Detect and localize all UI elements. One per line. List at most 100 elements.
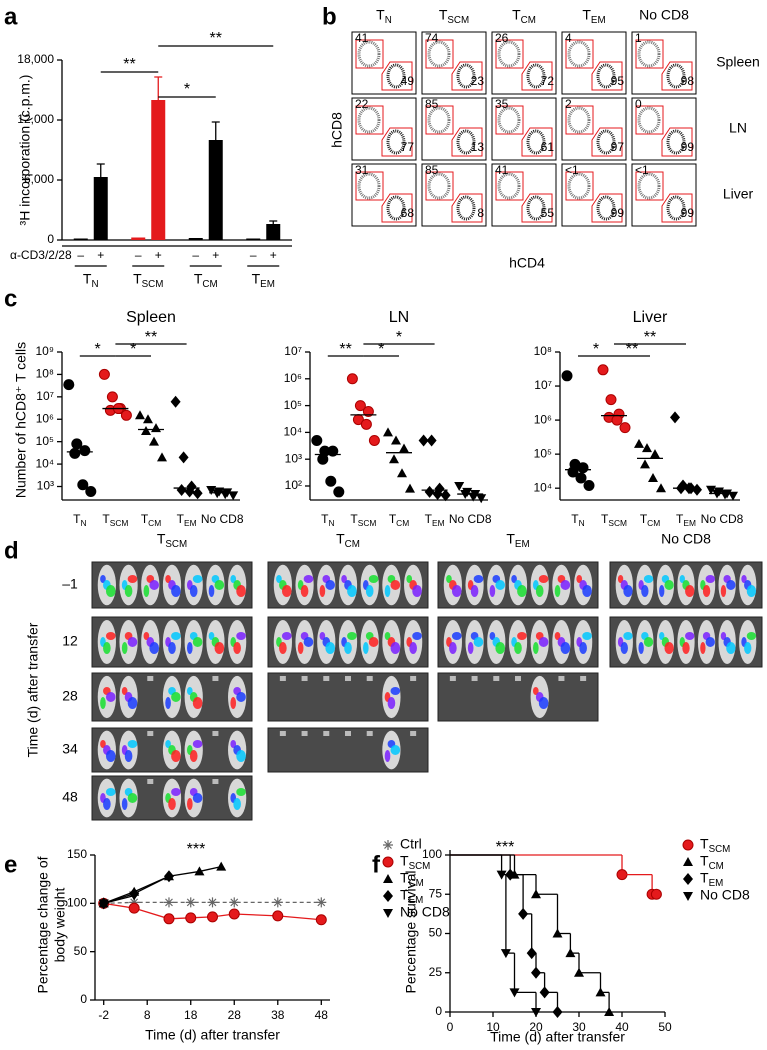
signal (700, 642, 706, 654)
signal (121, 798, 128, 810)
signal (208, 585, 215, 597)
marker (531, 1008, 541, 1017)
panel-letter: d (4, 537, 19, 564)
gate (635, 39, 664, 69)
signal (303, 637, 314, 647)
row-label: –1 (62, 576, 78, 592)
treatment-sign: – (192, 248, 199, 262)
signal (554, 585, 561, 597)
marker (476, 494, 487, 504)
signal (470, 585, 479, 597)
x-tick-label: TCM (194, 271, 218, 290)
signal (744, 642, 752, 654)
signal (741, 575, 747, 583)
gate-value: 99 (681, 140, 695, 154)
marker (206, 485, 217, 495)
signal (233, 642, 241, 654)
y-tick-label: 10⁶ (36, 411, 54, 425)
x-tick-label: No CD8 (201, 512, 244, 526)
signal (127, 697, 138, 709)
marker (163, 897, 174, 908)
x-tick-label: TEM (177, 512, 197, 528)
series-line (103, 901, 322, 904)
signal (297, 642, 304, 654)
gate (521, 61, 553, 91)
signal (746, 585, 757, 597)
population (427, 106, 451, 134)
marker (79, 445, 91, 457)
signal (127, 575, 138, 583)
signal (121, 642, 128, 654)
legend-marker (382, 856, 394, 868)
signal (192, 697, 203, 709)
empty-slot (323, 731, 330, 736)
signal (517, 585, 527, 597)
signal (168, 642, 176, 654)
signal (746, 632, 757, 640)
gate-value: 8 (477, 206, 484, 220)
x-tick-label: 38 (271, 1008, 285, 1022)
marker (720, 490, 730, 500)
signal (105, 788, 116, 796)
signal (149, 580, 160, 590)
chart-title: Liver (633, 309, 668, 326)
bar (151, 100, 166, 240)
axis-label: Percentage survival (403, 871, 419, 994)
signal (325, 642, 336, 654)
signal (643, 637, 654, 647)
error-bar (96, 163, 105, 177)
treatment-label: α-CD3/2/28 (10, 248, 72, 262)
signal (168, 798, 176, 810)
signal (638, 642, 644, 654)
empty-slot (366, 731, 373, 736)
signal (171, 692, 181, 702)
signal (617, 575, 624, 583)
axis-label: Time (d) after transfer (25, 622, 41, 757)
marker (143, 414, 153, 424)
population (386, 129, 406, 155)
marker (216, 861, 227, 871)
empty-slot (212, 779, 219, 784)
signal (659, 585, 665, 597)
signal (467, 642, 474, 654)
signal (230, 740, 237, 748)
gate (451, 127, 483, 157)
gate-value: 35 (495, 97, 509, 111)
annotation: *** (187, 841, 206, 858)
significance: ** (644, 329, 656, 346)
signal (705, 637, 715, 647)
signal (473, 575, 484, 583)
axis-label: body weight (52, 888, 68, 963)
gate-value: 4 (565, 31, 572, 45)
column-header: TN (376, 7, 392, 26)
y-tick-label: 6,000 (24, 172, 54, 186)
signal (641, 585, 649, 597)
gate-value: 72 (541, 74, 555, 88)
legend-marker (383, 840, 393, 850)
marker (149, 436, 159, 446)
y-tick-label: 10⁸ (36, 367, 54, 381)
marker (634, 438, 644, 448)
population (666, 63, 686, 89)
marker (141, 425, 151, 435)
annotation: *** (496, 839, 515, 856)
row-label: 34 (62, 741, 78, 757)
treatment-sign: – (77, 248, 84, 262)
population (497, 106, 521, 134)
x-tick-label: 18 (184, 1008, 198, 1022)
population (596, 63, 616, 89)
signal (495, 642, 506, 654)
empty-slot (323, 676, 330, 681)
row-label: 48 (62, 789, 78, 805)
signal (412, 585, 422, 597)
marker (333, 486, 345, 498)
gate (495, 39, 524, 69)
gate-value: 99 (611, 206, 625, 220)
gate (381, 127, 413, 157)
gate-value: 1 (635, 31, 642, 45)
column-header: TSCM (157, 531, 187, 550)
legend-label: Ctrl (400, 836, 422, 852)
bar (93, 177, 108, 240)
x-tick-label: TSCM (133, 271, 163, 290)
bar (246, 238, 261, 240)
